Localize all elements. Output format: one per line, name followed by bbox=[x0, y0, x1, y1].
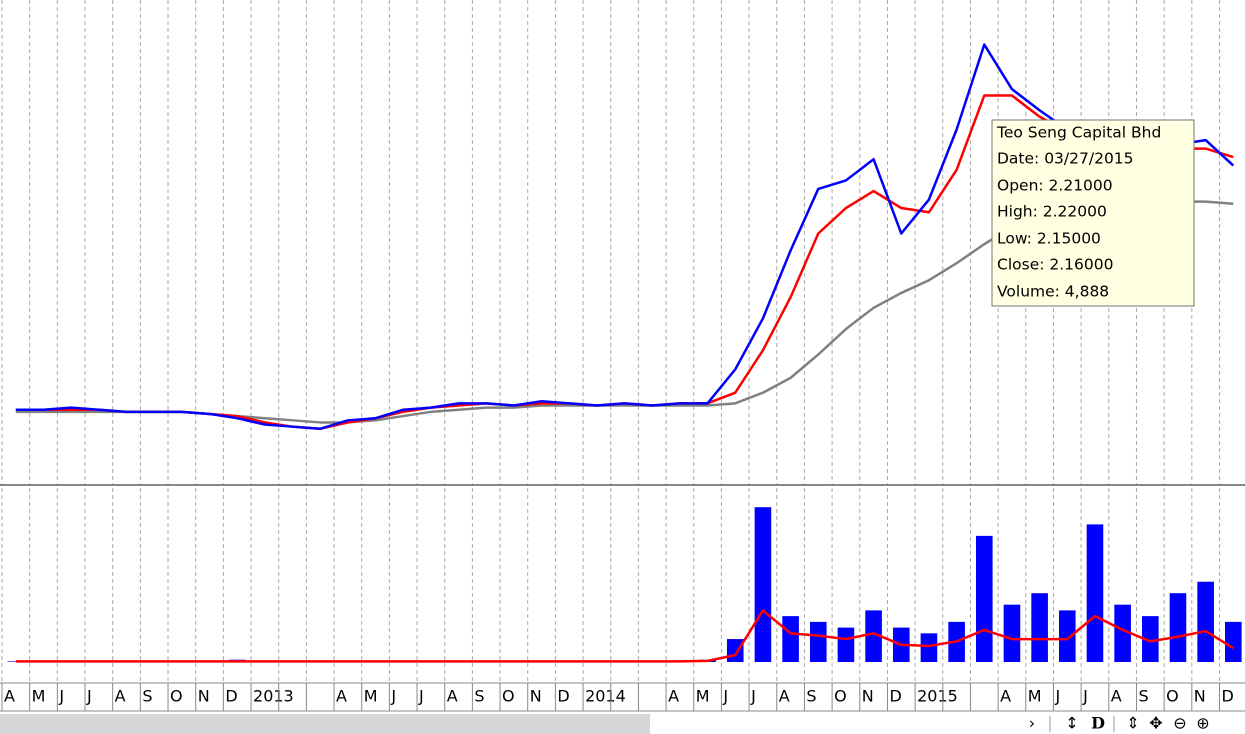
x-tick-label: A bbox=[4, 687, 15, 706]
volume-bar bbox=[1031, 593, 1048, 662]
volume-bar bbox=[975, 535, 993, 662]
x-tick-label: 2014 bbox=[585, 687, 626, 706]
tooltip-line: High: 2.22000 bbox=[997, 203, 1107, 221]
volume-bar bbox=[726, 639, 744, 662]
scale-button[interactable]: ⇕ bbox=[1126, 714, 1139, 733]
x-tick-label: A bbox=[447, 687, 458, 706]
x-tick-label: O bbox=[170, 687, 183, 706]
x-tick-label: O bbox=[502, 687, 515, 706]
plot bbox=[7, 43, 1242, 663]
x-tick-label: M bbox=[32, 687, 46, 706]
x-tick-label: 2015 bbox=[917, 687, 958, 706]
x-tick-label: A bbox=[779, 687, 790, 706]
x-tick-label: S bbox=[1138, 687, 1148, 706]
tooltip-line: Date: 03/27/2015 bbox=[997, 150, 1134, 168]
x-tick-label: O bbox=[1166, 687, 1179, 706]
volume-bar bbox=[782, 616, 799, 662]
volume-bar bbox=[1086, 524, 1104, 662]
x-tick-label: J bbox=[1054, 687, 1060, 706]
x-tick-label: M bbox=[364, 687, 378, 706]
volume-bar bbox=[1225, 621, 1242, 662]
toolbar: › ↕ D ⇕ ✥ ⊖ ⊕ bbox=[1029, 714, 1210, 733]
x-tick-label: 2013 bbox=[253, 687, 294, 706]
x-tick-label: J bbox=[390, 687, 396, 706]
volume-bar bbox=[1142, 616, 1159, 662]
x-tick-label: N bbox=[530, 687, 542, 706]
scroll-button[interactable]: › bbox=[1029, 714, 1035, 733]
volume-bar bbox=[809, 621, 827, 662]
tooltip-line: Low: 2.15000 bbox=[997, 230, 1101, 248]
x-tick-label: S bbox=[474, 687, 484, 706]
x-tick-label: N bbox=[198, 687, 210, 706]
volume-bar bbox=[837, 627, 855, 662]
tooltip-line: Volume: 4,888 bbox=[997, 283, 1109, 301]
volume-bar bbox=[1114, 604, 1131, 662]
tooltip-line: Open: 2.21000 bbox=[997, 177, 1113, 195]
volume-bar bbox=[1197, 581, 1214, 662]
volume-bar bbox=[1058, 610, 1076, 662]
x-tick-label: A bbox=[1111, 687, 1122, 706]
zoom-out-button[interactable]: ⊖ bbox=[1173, 714, 1186, 733]
x-tick-label: J bbox=[722, 687, 728, 706]
x-tick-label: J bbox=[86, 687, 92, 706]
volume-bar bbox=[1169, 593, 1187, 662]
tooltip-line: Close: 2.16000 bbox=[997, 256, 1113, 274]
x-tick-label: N bbox=[1194, 687, 1206, 706]
series-line bbox=[15, 43, 1235, 431]
x-tick-label: J bbox=[58, 687, 64, 706]
volume-bar bbox=[865, 610, 882, 662]
volume-bar bbox=[1003, 604, 1021, 662]
pan-button[interactable]: ✥ bbox=[1149, 714, 1162, 733]
volume-bar bbox=[754, 507, 772, 662]
x-tick-label: M bbox=[1028, 687, 1042, 706]
period-button[interactable]: D bbox=[1091, 714, 1105, 733]
x-tick-label: S bbox=[806, 687, 816, 706]
x-tick-label: A bbox=[668, 687, 679, 706]
series-line bbox=[15, 609, 1234, 663]
x-tick-label: A bbox=[1000, 687, 1011, 706]
x-tick-label: J bbox=[418, 687, 424, 706]
x-tick-label: D bbox=[225, 687, 237, 706]
scrollbar[interactable] bbox=[0, 714, 650, 734]
zoom-in-button[interactable]: ⊕ bbox=[1196, 714, 1209, 733]
tooltip-title: Teo Seng Capital Bhd bbox=[996, 124, 1161, 142]
x-tick-label: M bbox=[696, 687, 710, 706]
x-tick-label: D bbox=[889, 687, 901, 706]
x-tick-label: N bbox=[862, 687, 874, 706]
x-tick-label: A bbox=[115, 687, 126, 706]
x-tick-label: S bbox=[142, 687, 152, 706]
x-tick-label: D bbox=[1221, 687, 1233, 706]
x-tick-label: J bbox=[1082, 687, 1088, 706]
x-tick-label: D bbox=[557, 687, 569, 706]
tooltip: Teo Seng Capital Bhd Date: 03/27/2015 Op… bbox=[991, 119, 1195, 307]
refresh-button[interactable]: ↕ bbox=[1065, 714, 1078, 733]
x-tick-label: O bbox=[834, 687, 847, 706]
x-tick-label: A bbox=[336, 687, 347, 706]
tooltip-box bbox=[991, 119, 1195, 307]
volume-bar bbox=[7, 661, 25, 662]
grid: A M J J A S O N D 2013 A M J J A S O N D 2014 A M J J A S O N D 2015 A… bbox=[1, 0, 1234, 711]
x-tick-label: J bbox=[750, 687, 756, 706]
volume-bar bbox=[920, 633, 938, 662]
